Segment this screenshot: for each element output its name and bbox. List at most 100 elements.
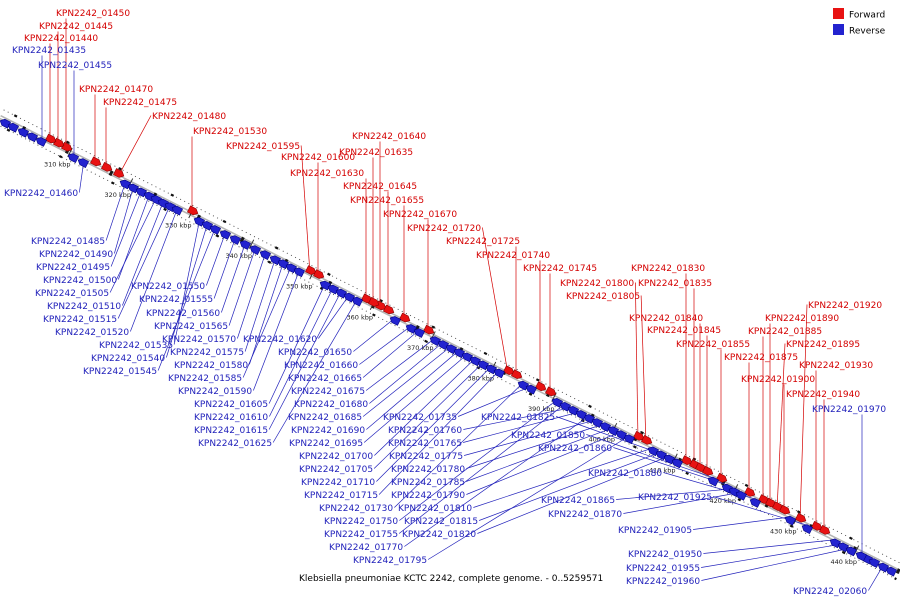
gene-arrow[interactable] [445, 343, 457, 355]
gene-label[interactable]: KPN2242_01570 [162, 335, 236, 345]
gene-arrow[interactable] [35, 136, 47, 147]
gene-arrow[interactable] [801, 523, 813, 534]
gene-label[interactable]: KPN2242_01585 [168, 374, 242, 384]
gene-arrow[interactable] [171, 205, 183, 216]
gene-label[interactable]: KPN2242_01610 [194, 413, 268, 423]
gene-arrow[interactable] [591, 417, 603, 428]
gene-label[interactable]: KPN2242_01820 [402, 530, 476, 540]
gene-label[interactable]: KPN2242_01880 [588, 469, 662, 479]
gene-arrow[interactable] [535, 381, 547, 393]
gene-label[interactable]: KPN2242_01650 [278, 348, 352, 358]
gene-arrow[interactable] [259, 249, 271, 260]
gene-arrow[interactable] [90, 156, 102, 168]
gene-arrow[interactable] [453, 347, 465, 359]
gene-label[interactable]: KPN2242_01600 [281, 153, 355, 163]
gene-label[interactable]: KPN2242_01510 [47, 302, 121, 312]
gene-label[interactable]: KPN2242_01735 [383, 413, 457, 423]
gene-arrow[interactable] [77, 157, 89, 168]
gene-arrow[interactable] [517, 380, 529, 391]
gene-label[interactable]: KPN2242_01630 [290, 169, 364, 179]
gene-label[interactable]: KPN2242_01680 [294, 400, 368, 410]
gene-label[interactable]: KPN2242_01450 [56, 9, 130, 19]
gene-arrow[interactable] [127, 182, 139, 194]
gene-label[interactable]: KPN2242_01550 [131, 282, 205, 292]
gene-arrow[interactable] [293, 266, 305, 278]
gene-arrow[interactable] [744, 487, 756, 499]
gene-arrow[interactable] [477, 359, 489, 371]
gene-label[interactable]: KPN2242_01460 [4, 189, 78, 199]
gene-label[interactable]: KPN2242_01535 [99, 341, 173, 351]
gene-arrow[interactable] [239, 239, 251, 250]
gene-arrow[interactable] [285, 262, 297, 274]
gene-arrow[interactable] [469, 355, 481, 367]
gene-label[interactable]: KPN2242_01890 [765, 314, 839, 324]
gene-arrow[interactable] [819, 525, 831, 536]
gene-arrow[interactable] [413, 327, 425, 338]
gene-arrow[interactable] [647, 445, 659, 457]
gene-label[interactable]: KPN2242_01950 [628, 550, 702, 560]
gene-arrow[interactable] [707, 476, 719, 487]
gene-label[interactable]: KPN2242_01560 [146, 309, 220, 319]
gene-label[interactable]: KPN2242_01805 [566, 292, 640, 302]
gene-arrow[interactable] [437, 339, 449, 350]
gene-arrow[interactable] [383, 304, 395, 316]
gene-arrow[interactable] [313, 269, 325, 281]
gene-label[interactable]: KPN2242_01815 [404, 517, 478, 527]
gene-arrow[interactable] [511, 369, 523, 381]
gene-label[interactable]: KPN2242_01545 [83, 367, 157, 377]
gene-arrow[interactable] [277, 258, 289, 270]
gene-label[interactable]: KPN2242_01500 [43, 276, 117, 286]
gene-label[interactable]: KPN2242_01775 [389, 452, 463, 462]
gene-label[interactable]: KPN2242_01740 [476, 251, 550, 261]
gene-arrow[interactable] [559, 401, 571, 412]
gene-label[interactable]: KPN2242_01540 [91, 354, 165, 364]
gene-label[interactable]: KPN2242_01475 [103, 98, 177, 108]
gene-label[interactable]: KPN2242_01850 [511, 431, 585, 441]
gene-label[interactable]: KPN2242_01790 [391, 491, 465, 501]
gene-label[interactable]: KPN2242_01955 [626, 564, 700, 574]
gene-arrow[interactable] [343, 292, 355, 303]
gene-arrow[interactable] [607, 425, 619, 436]
gene-arrow[interactable] [525, 384, 537, 395]
gene-arrow[interactable] [351, 296, 363, 307]
gene-arrow[interactable] [615, 429, 627, 440]
gene-arrow[interactable] [389, 315, 401, 326]
gene-label[interactable]: KPN2242_01925 [638, 493, 712, 503]
gene-arrow[interactable] [749, 497, 761, 508]
gene-label[interactable]: KPN2242_01695 [289, 439, 363, 449]
gene-arrow[interactable] [795, 512, 807, 524]
gene-arrow[interactable] [113, 168, 125, 180]
gene-label[interactable]: KPN2242_01970 [812, 405, 886, 415]
gene-label[interactable]: KPN2242_01470 [79, 85, 153, 95]
gene-arrow[interactable] [716, 472, 728, 484]
gene-label[interactable]: KPN2242_02060 [793, 587, 867, 597]
gene-arrow[interactable] [837, 541, 849, 553]
gene-label[interactable]: KPN2242_01750 [324, 517, 398, 527]
gene-arrow[interactable] [423, 324, 435, 336]
gene-label[interactable]: KPN2242_01645 [343, 182, 417, 192]
gene-label[interactable]: KPN2242_01765 [388, 439, 462, 449]
gene-label[interactable]: KPN2242_01900 [741, 375, 815, 385]
gene-label[interactable]: KPN2242_01660 [284, 361, 358, 371]
gene-arrow[interactable] [641, 435, 653, 446]
gene-arrow[interactable] [61, 141, 73, 153]
gene-arrow[interactable] [493, 367, 505, 379]
gene-label[interactable]: KPN2242_01675 [291, 387, 365, 397]
gene-label[interactable]: KPN2242_01720 [407, 224, 481, 234]
gene-arrow[interactable] [599, 421, 611, 432]
gene-arrow[interactable] [201, 220, 213, 231]
gene-arrow[interactable] [663, 453, 675, 465]
gene-label[interactable]: KPN2242_01920 [808, 301, 882, 311]
gene-arrow[interactable] [319, 279, 331, 291]
gene-arrow[interactable] [101, 162, 113, 173]
gene-label[interactable]: KPN2242_01855 [676, 340, 750, 350]
gene-arrow[interactable] [0, 118, 11, 129]
gene-label[interactable]: KPN2242_01575 [170, 348, 244, 358]
gene-label[interactable]: KPN2242_01755 [324, 530, 398, 540]
gene-label[interactable]: KPN2242_01795 [353, 556, 427, 566]
gene-arrow[interactable] [551, 397, 563, 408]
gene-label[interactable]: KPN2242_01640 [352, 132, 426, 142]
gene-label[interactable]: KPN2242_01840 [629, 314, 703, 324]
gene-label[interactable]: KPN2242_01730 [319, 504, 393, 514]
gene-arrow[interactable] [779, 504, 791, 516]
